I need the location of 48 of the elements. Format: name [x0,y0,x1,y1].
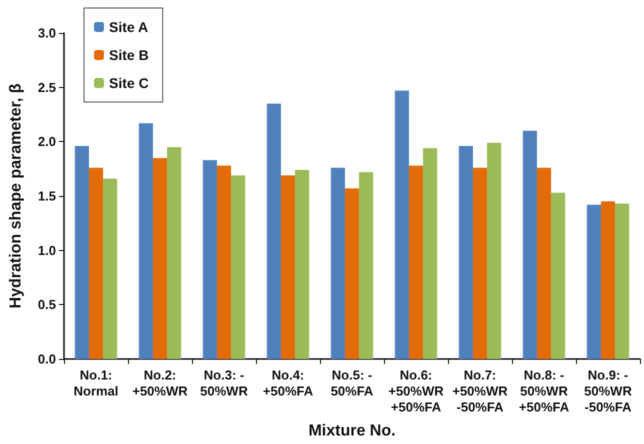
bar [551,192,566,359]
x-tick-label: No.5: - 50%FA [330,368,374,398]
y-tick-label: 2.5 [38,80,56,95]
y-tick-label: 2.0 [38,134,56,150]
bar [615,204,630,359]
y-tick-label: 0.0 [38,352,56,366]
y-tick-label: 1.5 [38,188,56,204]
x-tick-label: No.4: +50%FA [262,368,314,398]
bar [394,90,409,359]
legend-label: Site C [109,75,149,91]
bar [152,158,168,359]
bar [216,166,232,359]
bar [266,104,281,359]
x-tick-label: No.9: - 50%WR -50%FA [584,368,632,414]
legend-label: Site B [109,47,149,63]
bar [330,168,345,359]
bar [536,168,552,359]
bar [74,146,89,359]
y-tick-label: 3.0 [38,26,56,40]
bar [231,175,246,359]
bar [487,142,502,359]
bar [138,123,153,359]
bar [167,147,182,359]
bar [280,175,296,359]
x-tick-label: No.3: - 50%WR [200,368,248,398]
x-tick-label: No.2: +50%WR [132,368,188,398]
y-tick-label: 1.0 [38,242,56,258]
bar [600,201,616,359]
x-tick-label: No.8: - 50%WR +50%FA [518,368,570,414]
bar [344,188,360,359]
bar [88,168,104,359]
x-tick-label: No.6: +50%WR +50%FA [388,368,444,414]
legend-label: Site A [109,19,148,35]
bar [408,166,424,359]
bar [522,130,537,359]
bar [103,178,118,359]
bar [423,148,438,359]
bar [458,146,473,359]
bar [472,168,488,359]
y-axis-title: Hydration shape parameter, β [8,83,24,308]
bar [586,204,601,359]
bar [295,170,310,359]
x-axis-title: Mixture No. [308,422,396,440]
x-tick-label: No.7: +50%WR -50%FA [452,368,508,414]
y-tick-label: 0.5 [38,297,56,312]
bar [202,160,217,359]
bar [359,172,374,359]
x-tick-label: No.1: Normal [74,368,118,398]
